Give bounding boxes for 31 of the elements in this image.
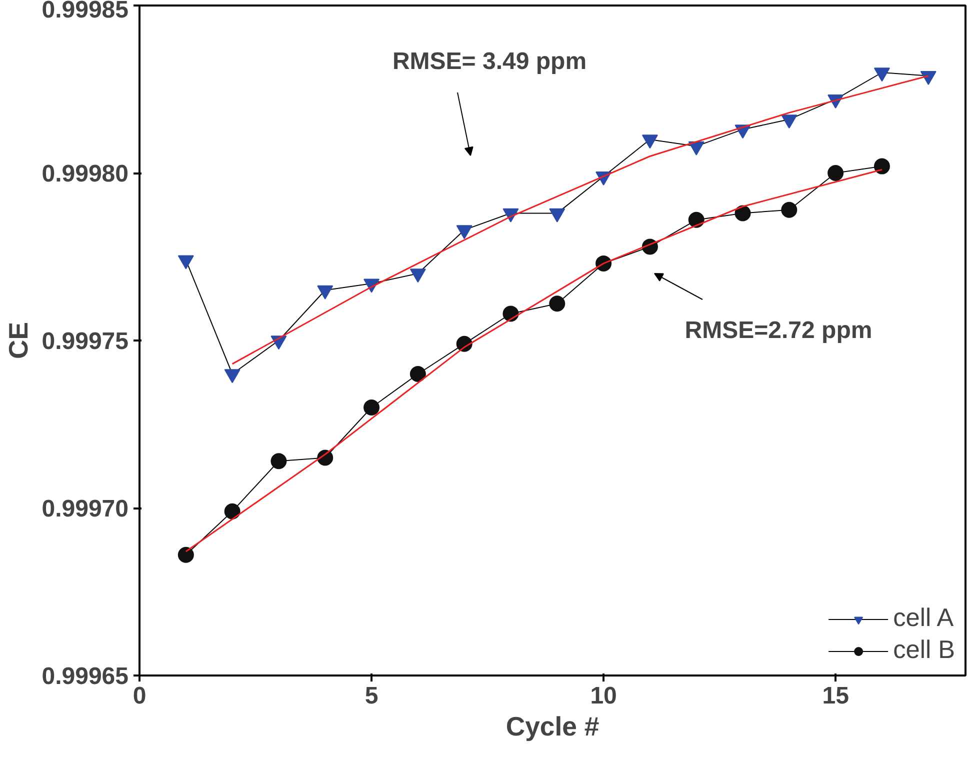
annotation: RMSE= 3.49 ppm bbox=[392, 48, 587, 75]
annotation: RMSE=2.72 ppm bbox=[684, 317, 872, 344]
x-tick-label: 15 bbox=[822, 682, 849, 710]
legend-label: cell B bbox=[893, 636, 955, 665]
point bbox=[317, 285, 334, 300]
point bbox=[502, 306, 519, 322]
y-tick-label: 0.99975 bbox=[42, 328, 129, 355]
point bbox=[549, 208, 566, 222]
x-tick-label: 5 bbox=[364, 682, 378, 710]
point bbox=[224, 503, 240, 520]
point bbox=[456, 225, 472, 240]
y-tick-label: 0.99970 bbox=[42, 496, 129, 522]
y-tick-label: 0.99980 bbox=[42, 160, 129, 188]
x-axis-title: Cycle # bbox=[506, 712, 600, 742]
point bbox=[364, 400, 380, 416]
point bbox=[781, 114, 798, 129]
y-axis-title: CE bbox=[4, 322, 34, 360]
point bbox=[410, 268, 426, 283]
point bbox=[410, 366, 426, 382]
point bbox=[642, 134, 658, 149]
point bbox=[549, 296, 566, 312]
legend-label: cell A bbox=[893, 604, 954, 633]
point bbox=[270, 453, 287, 470]
point bbox=[920, 71, 936, 86]
x-tick-label: 10 bbox=[590, 682, 617, 710]
point bbox=[178, 546, 194, 563]
y-tick-label: 0.99985 bbox=[42, 0, 129, 24]
point bbox=[874, 68, 890, 82]
x-tick-label: 0 bbox=[132, 682, 146, 710]
point bbox=[178, 255, 194, 270]
y-tick-label: 0.99965 bbox=[42, 663, 129, 690]
